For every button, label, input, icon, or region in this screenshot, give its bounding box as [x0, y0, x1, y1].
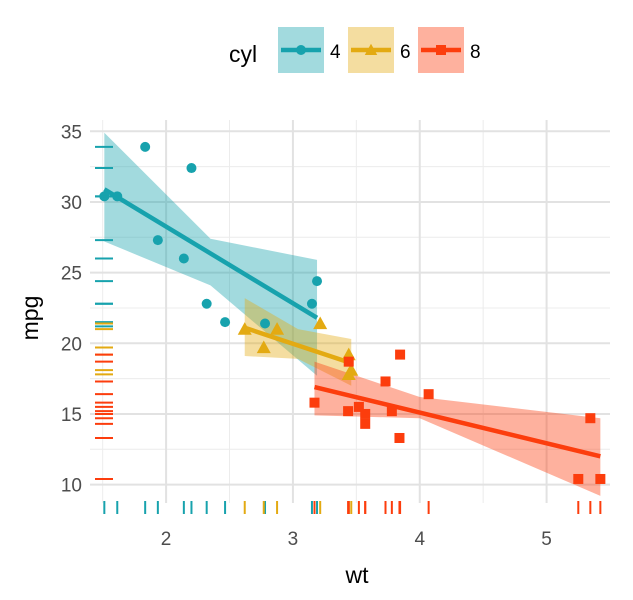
legend-key-marker-4: [296, 45, 306, 55]
legend-key-marker-8: [436, 45, 446, 55]
legend-label-8: 8: [470, 42, 481, 63]
data-point-cyl-8: [309, 397, 320, 408]
y-tick-label: 15: [61, 405, 82, 426]
data-point-cyl-8: [380, 376, 391, 387]
legend-label-6: 6: [400, 42, 411, 63]
legend-item-8: 8: [418, 27, 481, 73]
y-tick-label: 35: [61, 122, 82, 143]
data-point-cyl-8: [395, 349, 406, 360]
data-point-cyl-8: [343, 406, 354, 417]
data-point-cyl-8: [585, 413, 596, 424]
x-tick-label: 2: [161, 529, 172, 550]
data-point-cyl-8: [360, 408, 371, 419]
legend-title: cyl: [229, 41, 257, 67]
data-point-cyl-6: [313, 316, 328, 330]
legend-label-4: 4: [330, 42, 341, 63]
y-tick-label: 10: [61, 476, 82, 497]
data-point-cyl-4: [152, 235, 163, 246]
legend: cyl 4 6 8: [229, 27, 481, 73]
data-point-cyl-4: [186, 163, 197, 174]
y-tick-label: 30: [61, 193, 82, 214]
data-point-cyl-8: [386, 406, 397, 417]
y-tick-label: 25: [61, 264, 82, 285]
legend-item-4: 4: [278, 27, 341, 73]
data-point-cyl-4: [140, 141, 151, 152]
x-axis-title: wt: [345, 562, 370, 588]
data-point-cyl-4: [312, 276, 323, 287]
data-point-cyl-8: [343, 356, 354, 367]
y-tick-label: 20: [61, 334, 82, 355]
regression-line-8: [313, 384, 601, 459]
data-point-cyl-8: [573, 473, 584, 484]
data-point-cyl-6: [237, 322, 252, 335]
regression-line-4: [103, 187, 319, 320]
data-point-cyl-6: [270, 322, 285, 335]
data-point-cyl-6: [256, 340, 271, 354]
data-point-cyl-8: [423, 389, 434, 400]
y-axis-title: mpg: [17, 296, 43, 341]
confidence-band-8: [314, 361, 601, 496]
data-point-cyl-8: [394, 432, 405, 443]
data-point-cyl-4: [220, 317, 231, 328]
data-point-cyl-4: [260, 318, 271, 329]
x-tick-label: 4: [414, 529, 425, 550]
x-tick-label: 5: [541, 529, 552, 550]
legend-key-marker-6: [364, 43, 378, 55]
legend-item-6: 6: [348, 27, 411, 73]
data-point-cyl-8: [353, 401, 364, 412]
data-point-cyl-4: [178, 253, 189, 264]
data-point-cyl-4: [306, 298, 317, 309]
data-point-cyl-8: [595, 473, 606, 484]
data-point-cyl-4: [201, 298, 212, 309]
x-tick-label: 3: [288, 529, 299, 550]
regression-line-6: [244, 325, 352, 366]
data-point-cyl-6: [341, 367, 356, 380]
data-point-cyl-8: [360, 418, 371, 429]
data-point-cyl-4: [112, 191, 123, 202]
confidence-band-6: [244, 298, 352, 386]
